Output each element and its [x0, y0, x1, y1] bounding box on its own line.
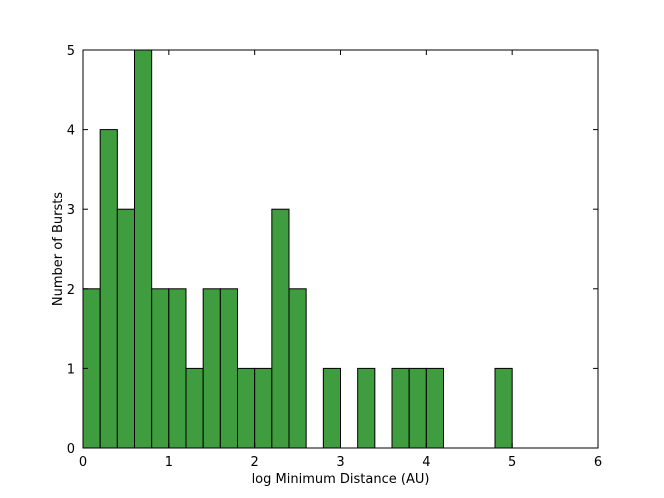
histogram-bar [425, 367, 445, 449]
y-axis-label: Number of Bursts [51, 192, 66, 306]
y-tick-label: 1 [67, 362, 75, 377]
histogram-bar [202, 288, 221, 449]
histogram-bar [151, 288, 170, 449]
histogram-bar [168, 288, 187, 449]
histogram-bar [357, 367, 376, 449]
histogram-bar [391, 367, 410, 449]
x-tick-label: 0 [79, 455, 87, 470]
histogram-bar [494, 367, 513, 449]
histogram-bar [237, 367, 256, 449]
x-tick-label: 1 [165, 455, 173, 470]
histogram-bar [271, 208, 290, 449]
x-tick-label: 3 [336, 455, 344, 470]
x-tick-label: 6 [594, 455, 602, 470]
y-tick-label: 2 [67, 283, 75, 298]
y-tick-label: 3 [67, 203, 75, 218]
y-tick-label: 0 [67, 442, 75, 457]
x-tick-label: 2 [251, 455, 259, 470]
histogram-bar [288, 288, 307, 449]
histogram-bar [99, 129, 118, 449]
histogram-bar [254, 367, 273, 449]
x-tick-label: 4 [422, 455, 430, 470]
y-tick-label: 4 [67, 124, 75, 139]
histogram-bar [408, 367, 427, 449]
x-tick-label: 5 [508, 455, 516, 470]
histogram-bar [134, 49, 153, 449]
histogram-bar [116, 208, 136, 449]
y-tick-label: 5 [67, 44, 75, 59]
plot-frame [82, 49, 599, 449]
histogram-bar [322, 367, 342, 449]
histogram-bar [185, 367, 204, 449]
histogram-bar [219, 288, 238, 449]
x-axis-label: log Minimum Distance (AU) [252, 472, 430, 487]
